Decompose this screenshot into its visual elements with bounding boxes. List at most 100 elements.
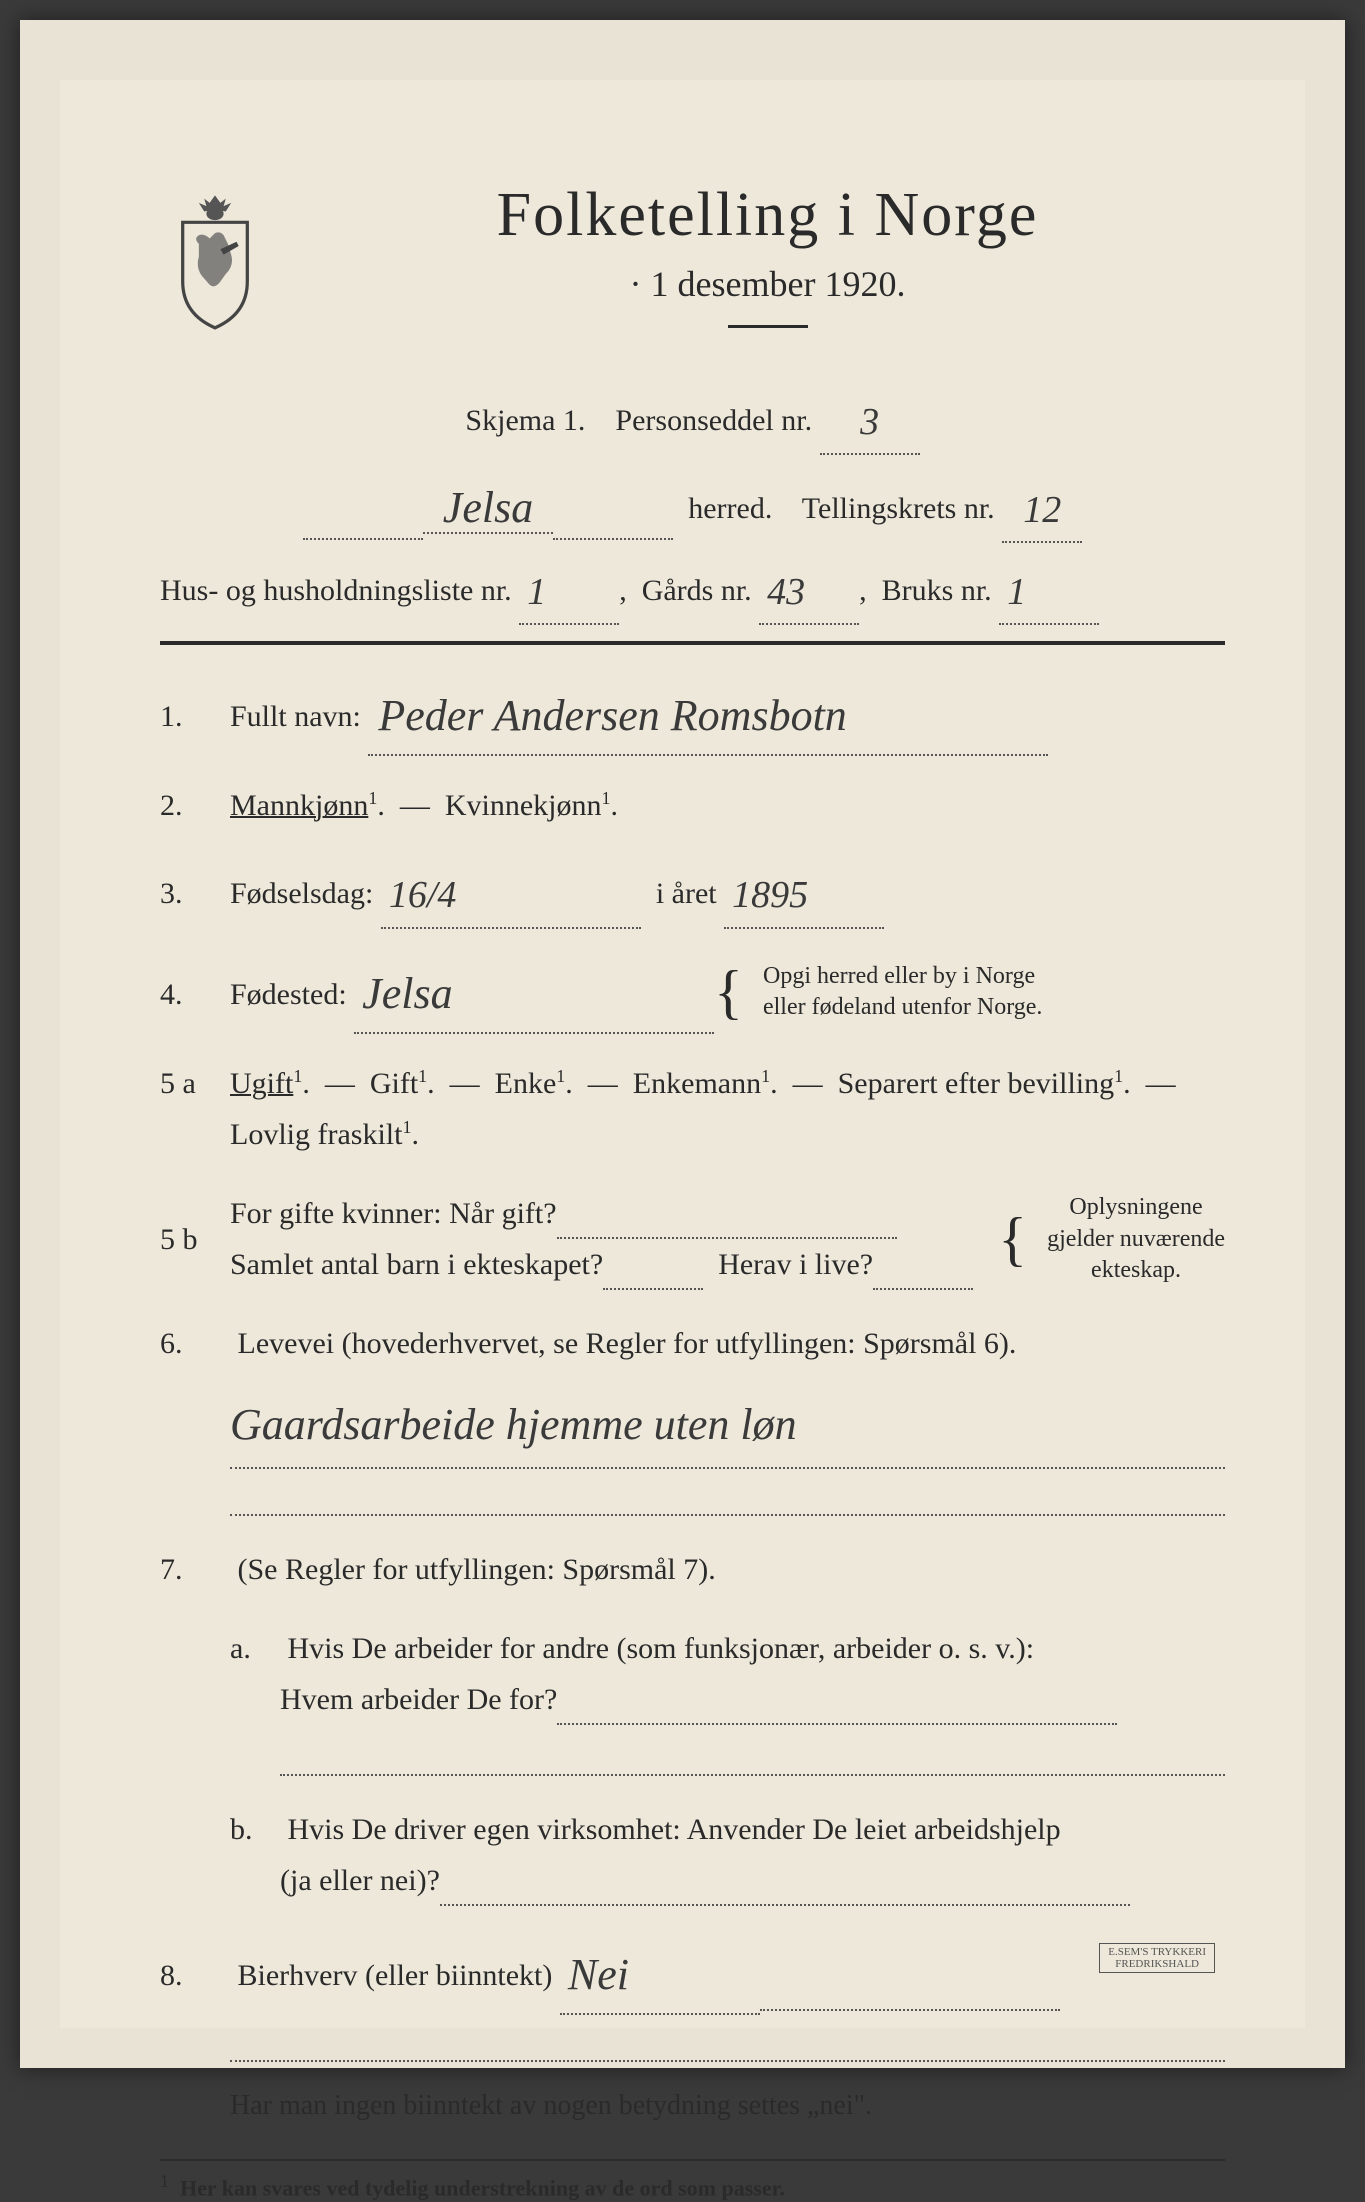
section-divider bbox=[160, 641, 1225, 645]
q5a-s4: 1 bbox=[761, 1066, 770, 1086]
q5b: 5 b For gifte kvinner: Når gift? Samlet … bbox=[160, 1188, 1225, 1290]
printer-l1: E.SEM'S TRYKKERI bbox=[1108, 1946, 1206, 1958]
q4-note-l1: Opgi herred eller by i Norge bbox=[763, 963, 1035, 989]
q1: 1. Fullt navn: Peder Andersen Romsbotn bbox=[160, 675, 1225, 752]
q6: 6. Levevei (hovederhvervet, se Regler fo… bbox=[160, 1318, 1225, 1516]
q7a: a. Hvis De arbeider for andre (som funks… bbox=[230, 1623, 1225, 1776]
q5b-note-l1: Oplysningene bbox=[1069, 1194, 1202, 1220]
q6-label: Levevei (hovederhvervet, se Regler for u… bbox=[238, 1327, 1017, 1360]
printer-mark: E.SEM'S TRYKKERI FREDRIKSHALD bbox=[1099, 1943, 1215, 1973]
q5b-l2a: Samlet antal barn i ekteskapet? bbox=[230, 1248, 603, 1281]
q5a-enke: Enke bbox=[495, 1067, 557, 1100]
q7-label: (Se Regler for utfyllingen: Spørsmål 7). bbox=[238, 1553, 716, 1586]
q5b-note: Oplysningene gjelder nuværende ekteskap. bbox=[1047, 1192, 1225, 1286]
q2: 2. Mannkjønn1. — Kvinnekjønn1. bbox=[160, 780, 1225, 831]
brace-icon: { bbox=[714, 977, 743, 1007]
bruks-label: Bruks nr. bbox=[882, 574, 992, 607]
husliste-nr: 1 bbox=[519, 562, 619, 625]
form-sheet: Folketelling i Norge · 1 desember 1920. … bbox=[60, 80, 1305, 2028]
q3-day: 16/4 bbox=[381, 863, 641, 930]
q5b-note-l2: gjelder nuværende bbox=[1047, 1226, 1225, 1252]
q3: 3. Fødselsdag: 16/4 i året 1895 bbox=[160, 859, 1225, 926]
q6-num: 6. bbox=[160, 1318, 230, 1369]
q1-label: Fullt navn: bbox=[230, 700, 361, 733]
subtitle-text: 1 desember 1920. bbox=[651, 264, 906, 304]
q5a-enkemann: Enkemann bbox=[633, 1067, 761, 1100]
q5a-separert: Separert efter bevilling bbox=[838, 1067, 1115, 1100]
q1-num: 1. bbox=[160, 691, 230, 742]
q5a-ugift: Ugift bbox=[230, 1067, 293, 1100]
title-block: Folketelling i Norge · 1 desember 1920. bbox=[310, 180, 1225, 368]
q5b-l1: For gifte kvinner: Når gift? bbox=[230, 1197, 557, 1230]
q4-value: Jelsa bbox=[354, 957, 714, 1034]
q5a-s1: 1 bbox=[293, 1066, 302, 1086]
q4-num: 4. bbox=[160, 969, 230, 1020]
q5a-s5: 1 bbox=[1114, 1066, 1123, 1086]
footnote-text: Her kan svares ved tydelig understreknin… bbox=[180, 2176, 785, 2201]
q2-kvinne: Kvinnekjønn bbox=[445, 789, 602, 822]
q2-mann: Mannkjønn bbox=[230, 789, 368, 822]
subtitle: · 1 desember 1920. bbox=[310, 263, 1225, 305]
schema-line: Skjema 1. Personseddel nr. 3 bbox=[160, 388, 1225, 451]
q7b-l2: (ja eller nei)? bbox=[280, 1864, 440, 1897]
q7-num: 7. bbox=[160, 1544, 230, 1595]
title-divider bbox=[728, 325, 808, 328]
q3-year-label: i året bbox=[656, 877, 717, 910]
q8-label: Bierhverv (eller biinntekt) bbox=[238, 1959, 553, 1992]
q7b-l1: Hvis De driver egen virksomhet: Anvender… bbox=[288, 1813, 1061, 1846]
q2-sup1: 1 bbox=[368, 788, 377, 808]
q8-hint: Har man ingen biinntekt av nogen betydni… bbox=[230, 2082, 1225, 2130]
header: Folketelling i Norge · 1 desember 1920. bbox=[160, 180, 1225, 368]
husliste-label: Hus- og husholdningsliste nr. bbox=[160, 574, 512, 607]
q4-label: Fødested: bbox=[230, 978, 347, 1011]
footnote-sup: 1 bbox=[160, 2171, 169, 2191]
coat-of-arms-icon bbox=[160, 190, 270, 330]
q5a-fraskilt: Lovlig fraskilt bbox=[230, 1118, 402, 1151]
gards-nr: 43 bbox=[759, 562, 859, 625]
q3-num: 3. bbox=[160, 868, 230, 919]
q3-label: Fødselsdag: bbox=[230, 877, 373, 910]
q3-year: 1895 bbox=[724, 863, 884, 930]
skjema-label: Skjema 1. bbox=[465, 404, 585, 437]
q8-num: 8. bbox=[160, 1950, 230, 2001]
q6-value: Gaardsarbeide hjemme uten løn bbox=[230, 1388, 1225, 1469]
footnote-divider bbox=[160, 2159, 1225, 2161]
q5a-num: 5 a bbox=[160, 1058, 230, 1109]
q8: 8. Bierhverv (eller biinntekt) Nei Har m… bbox=[160, 1934, 1225, 2129]
q7: 7. (Se Regler for utfyllingen: Spørsmål … bbox=[160, 1544, 1225, 1595]
bruks-nr: 1 bbox=[999, 562, 1099, 625]
tellingskrets-nr: 12 bbox=[1002, 480, 1082, 543]
q7a-l2: Hvem arbeider De for? bbox=[280, 1683, 557, 1716]
q4: 4. Fødested: Jelsa { Opgi herred eller b… bbox=[160, 953, 1225, 1030]
q5b-l2b: Herav i live? bbox=[718, 1248, 873, 1281]
printer-l2: FREDRIKSHALD bbox=[1115, 1958, 1199, 1970]
q4-note-l2: eller fødeland utenfor Norge. bbox=[763, 994, 1042, 1020]
q5b-num: 5 b bbox=[160, 1214, 230, 1265]
page-container: Folketelling i Norge · 1 desember 1920. … bbox=[20, 20, 1345, 2068]
q2-sup2: 1 bbox=[601, 788, 610, 808]
tellingskrets-label: Tellingskrets nr. bbox=[802, 492, 995, 525]
personseddel-label: Personseddel nr. bbox=[615, 404, 812, 437]
q2-num: 2. bbox=[160, 780, 230, 831]
q5a-gift: Gift bbox=[370, 1067, 418, 1100]
q4-note: Opgi herred eller by i Norge eller fødel… bbox=[763, 961, 1042, 1023]
personseddel-nr: 3 bbox=[820, 392, 920, 455]
q5a: 5 a Ugift1. — Gift1. — Enke1. — Enkemann… bbox=[160, 1058, 1225, 1160]
herred-line: Jelsa herred. Tellingskrets nr. 12 bbox=[160, 469, 1225, 540]
footnote: 1 Her kan svares ved tydelig understrekn… bbox=[160, 2171, 1225, 2201]
q7b: b. Hvis De driver egen virksomhet: Anven… bbox=[230, 1804, 1225, 1906]
q7a-l1: Hvis De arbeider for andre (som funksjon… bbox=[288, 1632, 1035, 1665]
q7a-letter: a. bbox=[230, 1623, 280, 1674]
herred-label: herred. bbox=[688, 492, 772, 525]
gards-label: Gårds nr. bbox=[642, 574, 752, 607]
q5a-s3: 1 bbox=[556, 1066, 565, 1086]
q5b-note-l3: ekteskap. bbox=[1091, 1257, 1181, 1283]
brace-icon-2: { bbox=[998, 1224, 1027, 1254]
herred-value: Jelsa bbox=[423, 483, 553, 534]
q1-value: Peder Andersen Romsbotn bbox=[368, 679, 1048, 756]
q5a-s6: 1 bbox=[402, 1117, 411, 1137]
q7b-letter: b. bbox=[230, 1804, 280, 1855]
husliste-line: Hus- og husholdningsliste nr. 1, Gårds n… bbox=[160, 558, 1225, 621]
main-title: Folketelling i Norge bbox=[310, 180, 1225, 251]
q8-value: Nei bbox=[560, 1938, 760, 2015]
